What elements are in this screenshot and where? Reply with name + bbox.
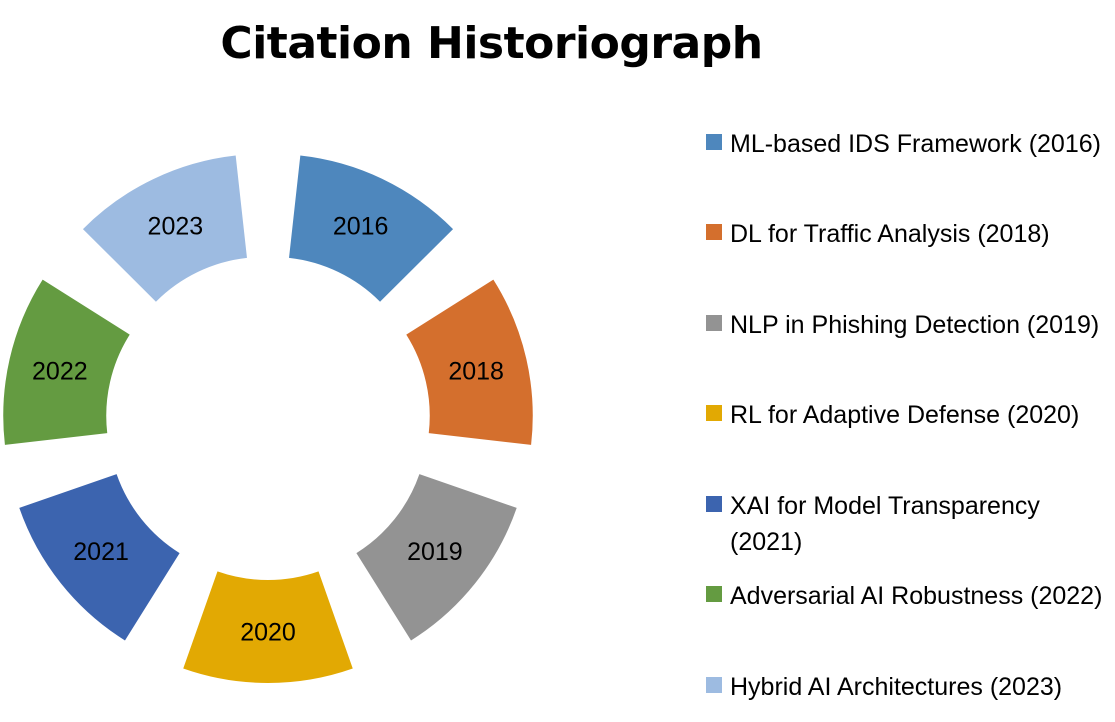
legend-swatch bbox=[706, 224, 722, 240]
legend-swatch bbox=[706, 405, 722, 421]
legend-label: Hybrid AI Architectures (2023) bbox=[730, 673, 1063, 701]
segment-label-2021: 2021 bbox=[73, 538, 129, 566]
donut-segment-2021 bbox=[19, 474, 180, 641]
legend-item-2016: ML-based IDS Framework (2016) bbox=[706, 126, 1111, 162]
legend-item-2021: XAI for Model Transparency (2021) bbox=[706, 488, 1111, 560]
segment-label-2023: 2023 bbox=[148, 213, 204, 241]
donut-chart: 2016 2018 2019 2020 2021 2022 2023 bbox=[3, 155, 533, 683]
donut-segment-2019 bbox=[356, 474, 517, 641]
legend-item-2022: Adversarial AI Robustness (2022) bbox=[706, 578, 1111, 614]
legend-label: DL for Traffic Analysis (2018) bbox=[730, 220, 1050, 248]
legend-swatch bbox=[706, 496, 722, 512]
legend-label: NLP in Phishing Detection (2019) bbox=[730, 311, 1100, 339]
segment-label-2019: 2019 bbox=[407, 538, 463, 566]
segment-label-2018: 2018 bbox=[448, 357, 504, 385]
legend-swatch bbox=[706, 315, 722, 331]
legend-item-2023: Hybrid AI Architectures (2023) bbox=[706, 669, 1111, 705]
legend-item-2018: DL for Traffic Analysis (2018) bbox=[706, 216, 1111, 252]
legend: ML-based IDS Framework (2016) DL for Traf… bbox=[706, 0, 1115, 722]
donut-segment-2023 bbox=[82, 155, 247, 302]
legend-swatch bbox=[706, 586, 722, 602]
legend-label: Adversarial AI Robustness (2022) bbox=[730, 582, 1103, 610]
segment-label-2022: 2022 bbox=[32, 357, 88, 385]
donut-segment-2018 bbox=[406, 279, 533, 445]
donut-segment-2016 bbox=[289, 155, 454, 302]
legend-item-2019: NLP in Phishing Detection (2019) bbox=[706, 307, 1111, 343]
segment-label-2016: 2016 bbox=[333, 213, 389, 241]
legend-label: ML-based IDS Framework (2016) bbox=[730, 130, 1101, 158]
legend-label: XAI for Model Transparency (2021) bbox=[730, 492, 1040, 556]
segment-label-2020: 2020 bbox=[240, 619, 296, 647]
donut-segment-2022 bbox=[3, 279, 130, 445]
legend-swatch bbox=[706, 677, 722, 693]
legend-label: RL for Adaptive Defense (2020) bbox=[730, 401, 1080, 429]
legend-swatch bbox=[706, 134, 722, 150]
legend-item-2020: RL for Adaptive Defense (2020) bbox=[706, 397, 1111, 433]
chart-title: Citation Historiograph bbox=[220, 18, 763, 69]
donut-segment-2020 bbox=[183, 571, 353, 683]
